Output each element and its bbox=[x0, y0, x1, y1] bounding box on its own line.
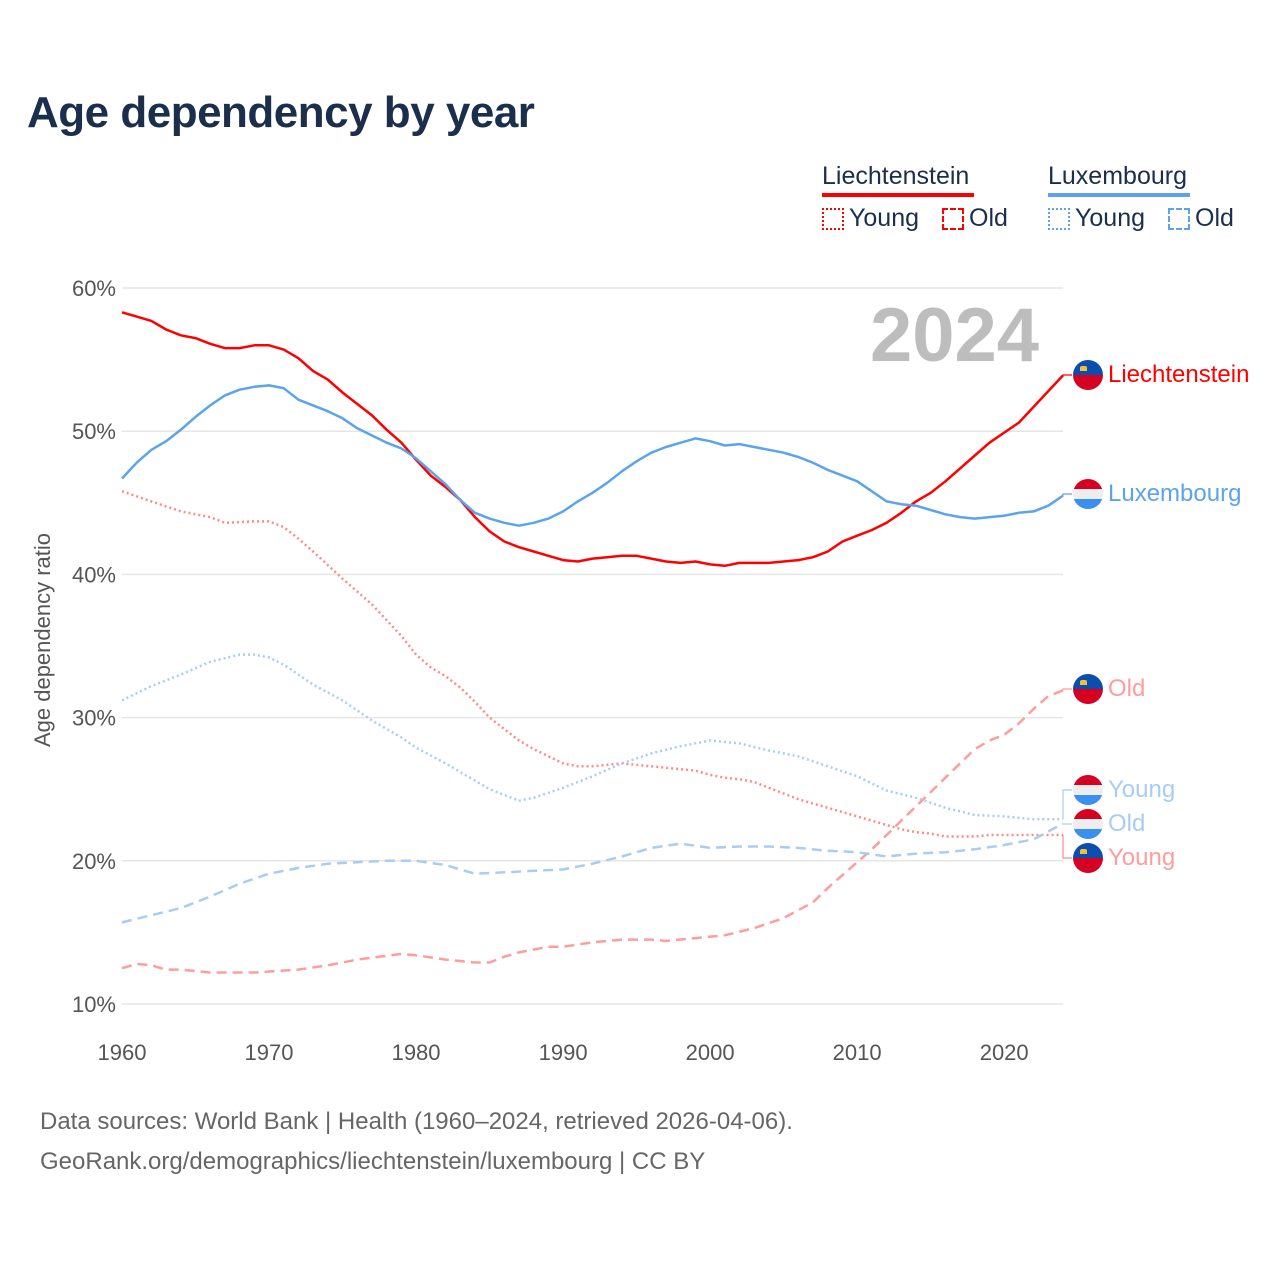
y-tick-label: 30% bbox=[72, 706, 116, 731]
label-text: Young bbox=[1108, 776, 1176, 803]
label-connector bbox=[1062, 493, 1072, 496]
x-tick-label: 1960 bbox=[98, 1040, 147, 1065]
series-line-li_total bbox=[121, 311, 1064, 568]
y-tick-label: 20% bbox=[72, 849, 116, 874]
dashed-swatch-icon bbox=[942, 207, 964, 230]
end-label-luxembourg: Luxembourg bbox=[1073, 478, 1241, 510]
luxembourg-flag-icon bbox=[1073, 775, 1103, 805]
legend-lu-old[interactable]: Old bbox=[1168, 204, 1234, 233]
legend-label: Young bbox=[849, 204, 919, 232]
label-connector bbox=[1062, 688, 1072, 691]
series-line-lu_old bbox=[121, 822, 1064, 924]
series-line-li_old bbox=[121, 689, 1064, 974]
end-label-li-young: Young bbox=[1073, 842, 1175, 874]
end-label-lu-old: Old bbox=[1073, 808, 1145, 840]
label-text: Old bbox=[1108, 810, 1146, 837]
x-tick-label: 1970 bbox=[245, 1040, 294, 1065]
series-line-li_young bbox=[121, 490, 1063, 838]
label-text: Luxembourg bbox=[1108, 480, 1242, 507]
series-line-lu_young bbox=[121, 653, 1063, 821]
liechtenstein-flag-icon bbox=[1073, 360, 1103, 390]
legend-liechtenstein[interactable]: Liechtenstein bbox=[822, 162, 974, 197]
luxembourg-flag-icon bbox=[1073, 809, 1103, 839]
legend-label: Old bbox=[1195, 204, 1234, 232]
end-label-lu-young: Young bbox=[1073, 774, 1175, 806]
end-label-li-old: Old bbox=[1073, 673, 1145, 705]
x-tick-label: 1990 bbox=[539, 1040, 588, 1065]
x-tick-label: 2010 bbox=[833, 1040, 882, 1065]
series-line-lu_total bbox=[121, 384, 1064, 527]
label-text: Young bbox=[1108, 844, 1176, 871]
label-text: Old bbox=[1108, 675, 1146, 702]
y-tick-label: 60% bbox=[72, 276, 116, 301]
y-tick-label: 50% bbox=[72, 419, 116, 444]
liechtenstein-flag-icon bbox=[1073, 674, 1103, 704]
legend-li-young[interactable]: Young bbox=[822, 204, 919, 233]
label-text: Liechtenstein bbox=[1108, 361, 1250, 388]
x-tick-label: 1980 bbox=[392, 1040, 441, 1065]
dashed-swatch-icon bbox=[1168, 207, 1190, 230]
y-tick-label: 40% bbox=[72, 562, 116, 587]
y-axis-label: Age dependency ratio bbox=[30, 533, 55, 747]
y-tick-label: 10% bbox=[72, 992, 116, 1017]
legend-lu-young[interactable]: Young bbox=[1048, 204, 1145, 233]
legend-luxembourg[interactable]: Luxembourg bbox=[1048, 162, 1190, 197]
dotted-swatch-icon bbox=[822, 207, 844, 230]
year-display: 2024 bbox=[870, 293, 1040, 378]
end-label-liechtenstein: Liechtenstein bbox=[1073, 359, 1249, 391]
footer-sources: Data sources: World Bank | Health (1960–… bbox=[40, 1108, 793, 1135]
legend-label: Old bbox=[969, 204, 1008, 232]
label-connector bbox=[1062, 789, 1072, 820]
legend-li-old[interactable]: Old bbox=[942, 204, 1008, 233]
dotted-swatch-icon bbox=[1048, 207, 1070, 230]
x-tick-label: 2020 bbox=[980, 1040, 1029, 1065]
footer-link[interactable]: GeoRank.org/demographics/liechtenstein/l… bbox=[40, 1148, 706, 1175]
x-tick-label: 2000 bbox=[686, 1040, 735, 1065]
chart-title: Age dependency by year bbox=[27, 88, 535, 137]
label-connector bbox=[1062, 835, 1072, 859]
liechtenstein-flag-icon bbox=[1073, 843, 1103, 873]
luxembourg-flag-icon bbox=[1073, 479, 1103, 509]
legend-label: Young bbox=[1075, 204, 1145, 232]
